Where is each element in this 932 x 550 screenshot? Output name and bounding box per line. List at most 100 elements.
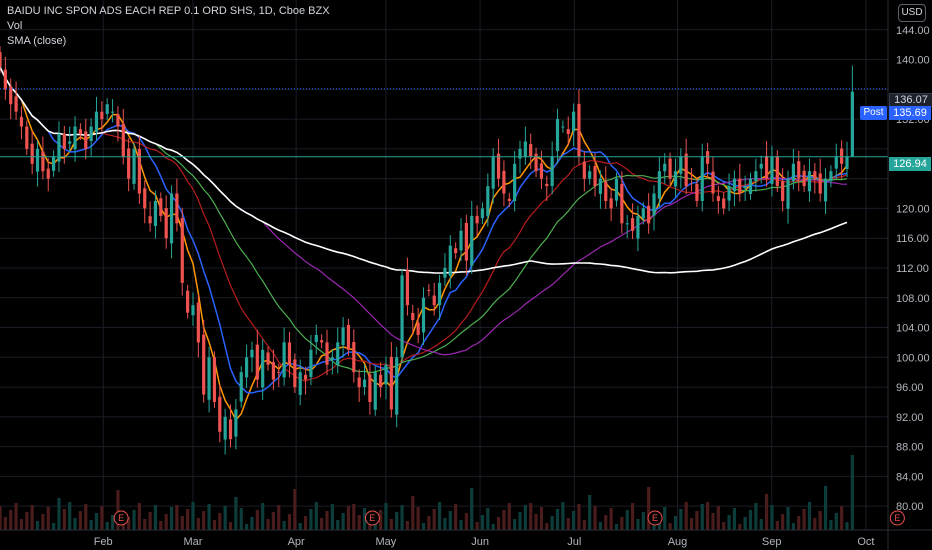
volume-bar xyxy=(706,502,710,530)
candle-body xyxy=(94,111,99,132)
volume-bar xyxy=(346,506,351,530)
price-tick-label: 112.00 xyxy=(896,263,929,275)
volume-legend[interactable]: Vol xyxy=(7,20,23,32)
volume-bar xyxy=(711,513,715,530)
volume-bar xyxy=(105,522,109,530)
candle-body xyxy=(507,198,511,201)
earnings-marker[interactable] xyxy=(889,510,905,526)
candle-body xyxy=(19,116,24,127)
candle-body xyxy=(110,111,115,113)
candle-body xyxy=(228,419,233,440)
candle-body xyxy=(781,180,785,201)
volume-bar xyxy=(121,524,125,530)
candle-body xyxy=(293,359,297,388)
candle-body xyxy=(609,198,613,209)
grid-lines xyxy=(0,0,888,530)
candle-body xyxy=(459,230,463,251)
volume-bar xyxy=(684,502,688,530)
candle-body xyxy=(405,270,410,306)
volume-bar xyxy=(191,502,195,530)
volume-bar xyxy=(94,513,99,530)
candle-body xyxy=(180,218,184,283)
volume-bar xyxy=(722,522,726,530)
month-tick-label: Oct xyxy=(857,536,874,548)
earnings-marker[interactable] xyxy=(647,510,663,526)
candle-body xyxy=(700,156,704,201)
volume-bar xyxy=(186,509,190,530)
candle-body xyxy=(663,163,667,172)
candle-body xyxy=(593,165,597,187)
volume-bar xyxy=(164,514,168,530)
volume-bar xyxy=(566,518,570,530)
candle-body xyxy=(550,156,554,187)
candle-body xyxy=(73,126,77,150)
volume-bar xyxy=(781,514,785,530)
volume-bar xyxy=(303,516,308,530)
candle-body xyxy=(100,111,104,120)
candle-body xyxy=(207,357,211,400)
volume-bar xyxy=(636,519,640,530)
volume-bar xyxy=(555,509,560,530)
volume-bar xyxy=(89,520,93,530)
month-tick-label: Mar xyxy=(183,536,202,548)
candle-body xyxy=(770,156,774,184)
candle-body xyxy=(336,342,340,366)
volume-bar xyxy=(507,503,511,530)
volume-bar xyxy=(132,510,136,530)
time-axis[interactable]: Feb Mar Apr May Jun Jul Aug Sep Oct xyxy=(0,529,932,548)
month-tick-label: Apr xyxy=(288,536,305,548)
sma-legend[interactable]: SMA (close) xyxy=(7,35,67,47)
candle-body xyxy=(57,133,61,162)
volume-bar xyxy=(389,519,393,530)
earnings-marker[interactable] xyxy=(364,510,380,526)
candle-body xyxy=(840,148,844,164)
volume-bar xyxy=(840,506,844,530)
earnings-marker[interactable] xyxy=(113,510,129,526)
candle-body xyxy=(421,297,426,333)
candle-body xyxy=(191,305,195,316)
volume-bar xyxy=(68,502,72,530)
volume-bar xyxy=(46,507,50,530)
candle-body xyxy=(62,133,66,149)
volume-bar xyxy=(234,497,238,530)
candlesticks xyxy=(0,46,854,455)
price-tick-label: 144.00 xyxy=(896,25,930,37)
symbol-title[interactable]: BAIDU INC SPON ADS EACH REP 0.1 ORD SHS,… xyxy=(7,5,330,17)
candle-body xyxy=(673,171,678,187)
candle-body xyxy=(223,416,227,440)
price-tick-label: 140.00 xyxy=(896,55,930,67)
price-axis[interactable]: 80.00 84.00 88.00 92.00 96.00 100.00 104.00 108… xyxy=(887,0,930,550)
volume-bar xyxy=(829,520,833,530)
earnings-marker-label: E xyxy=(894,513,900,523)
candle-body xyxy=(373,372,377,410)
candle-body xyxy=(775,156,779,187)
volume-bar xyxy=(807,502,812,530)
price-tick-label: 96.00 xyxy=(896,382,924,394)
candle-body xyxy=(743,186,747,189)
candle-body xyxy=(754,171,758,182)
candle-body xyxy=(368,374,372,402)
candle-body xyxy=(212,357,217,402)
volume-bar xyxy=(100,506,104,530)
candle-body xyxy=(416,322,420,335)
candle-body xyxy=(427,289,431,291)
candle-body xyxy=(641,208,645,219)
candle-body xyxy=(121,123,125,157)
candle-body xyxy=(68,141,72,144)
candle-body xyxy=(555,119,560,152)
volume-bar xyxy=(41,514,45,530)
candle-body xyxy=(202,334,206,395)
candle-body xyxy=(711,171,715,194)
candle-body xyxy=(330,357,334,360)
candle-body xyxy=(823,178,828,202)
volume-bar xyxy=(357,515,361,530)
currency-button[interactable]: USD xyxy=(898,4,926,22)
candle-body xyxy=(89,126,93,142)
volume-bar xyxy=(116,490,120,530)
volume-bar xyxy=(791,523,795,530)
volume-bar xyxy=(813,518,817,530)
price-tick-label: 84.00 xyxy=(896,471,924,483)
candle-body xyxy=(491,156,495,189)
volume-bar xyxy=(641,512,645,530)
